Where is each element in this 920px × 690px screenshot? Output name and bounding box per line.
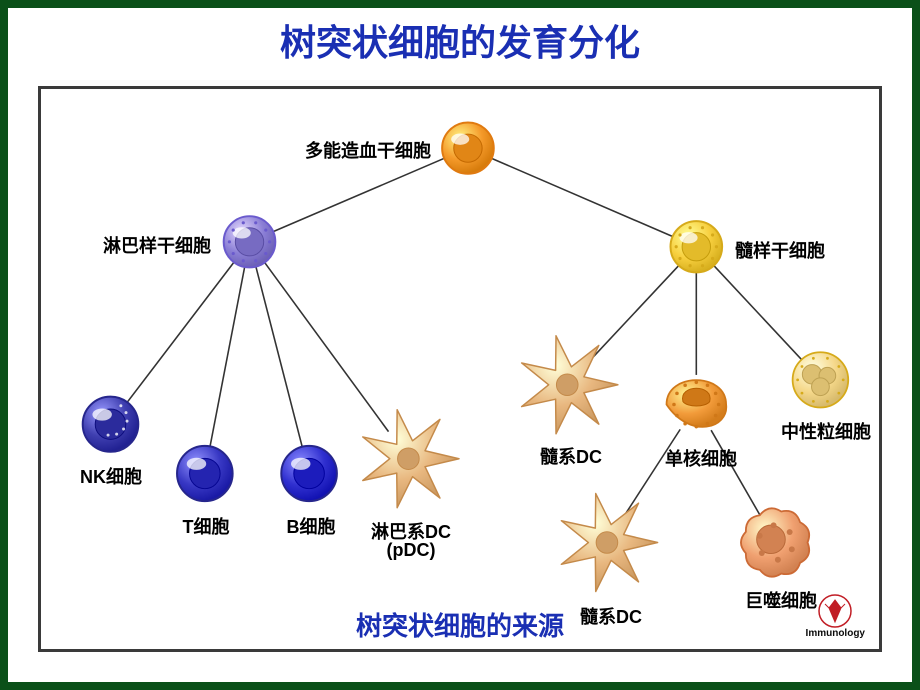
node-label-myeloid: 髓样干细胞 <box>735 237 825 263</box>
immunology-logo: Immunology <box>806 594 865 639</box>
logo-label: Immunology <box>806 628 865 639</box>
diagram-panel: 多能造血干细胞淋巴样干细胞髓样干细胞NK细胞T细胞B细胞淋巴系DC(pDC)髓系… <box>38 86 882 652</box>
slide: 树突状细胞的发育分化 多能造血干细胞淋巴样干细胞髓样干细胞NK细胞T细胞B细胞淋… <box>0 0 920 690</box>
page-title: 树突状细胞的发育分化 <box>8 14 912 66</box>
node-label-nk: NK细胞 <box>31 463 191 489</box>
node-label-mono: 单核细胞 <box>621 445 781 471</box>
tree-diagram <box>41 89 879 649</box>
node-sublabel-pdc: (pDC) <box>331 540 491 561</box>
node-label-hsc: 多能造血干细胞 <box>305 137 431 163</box>
node-label-lymph: 淋巴样干细胞 <box>103 232 211 258</box>
node-label-neutro: 中性粒细胞 <box>746 418 906 444</box>
diagram-caption: 树突状细胞的来源 <box>41 606 879 643</box>
